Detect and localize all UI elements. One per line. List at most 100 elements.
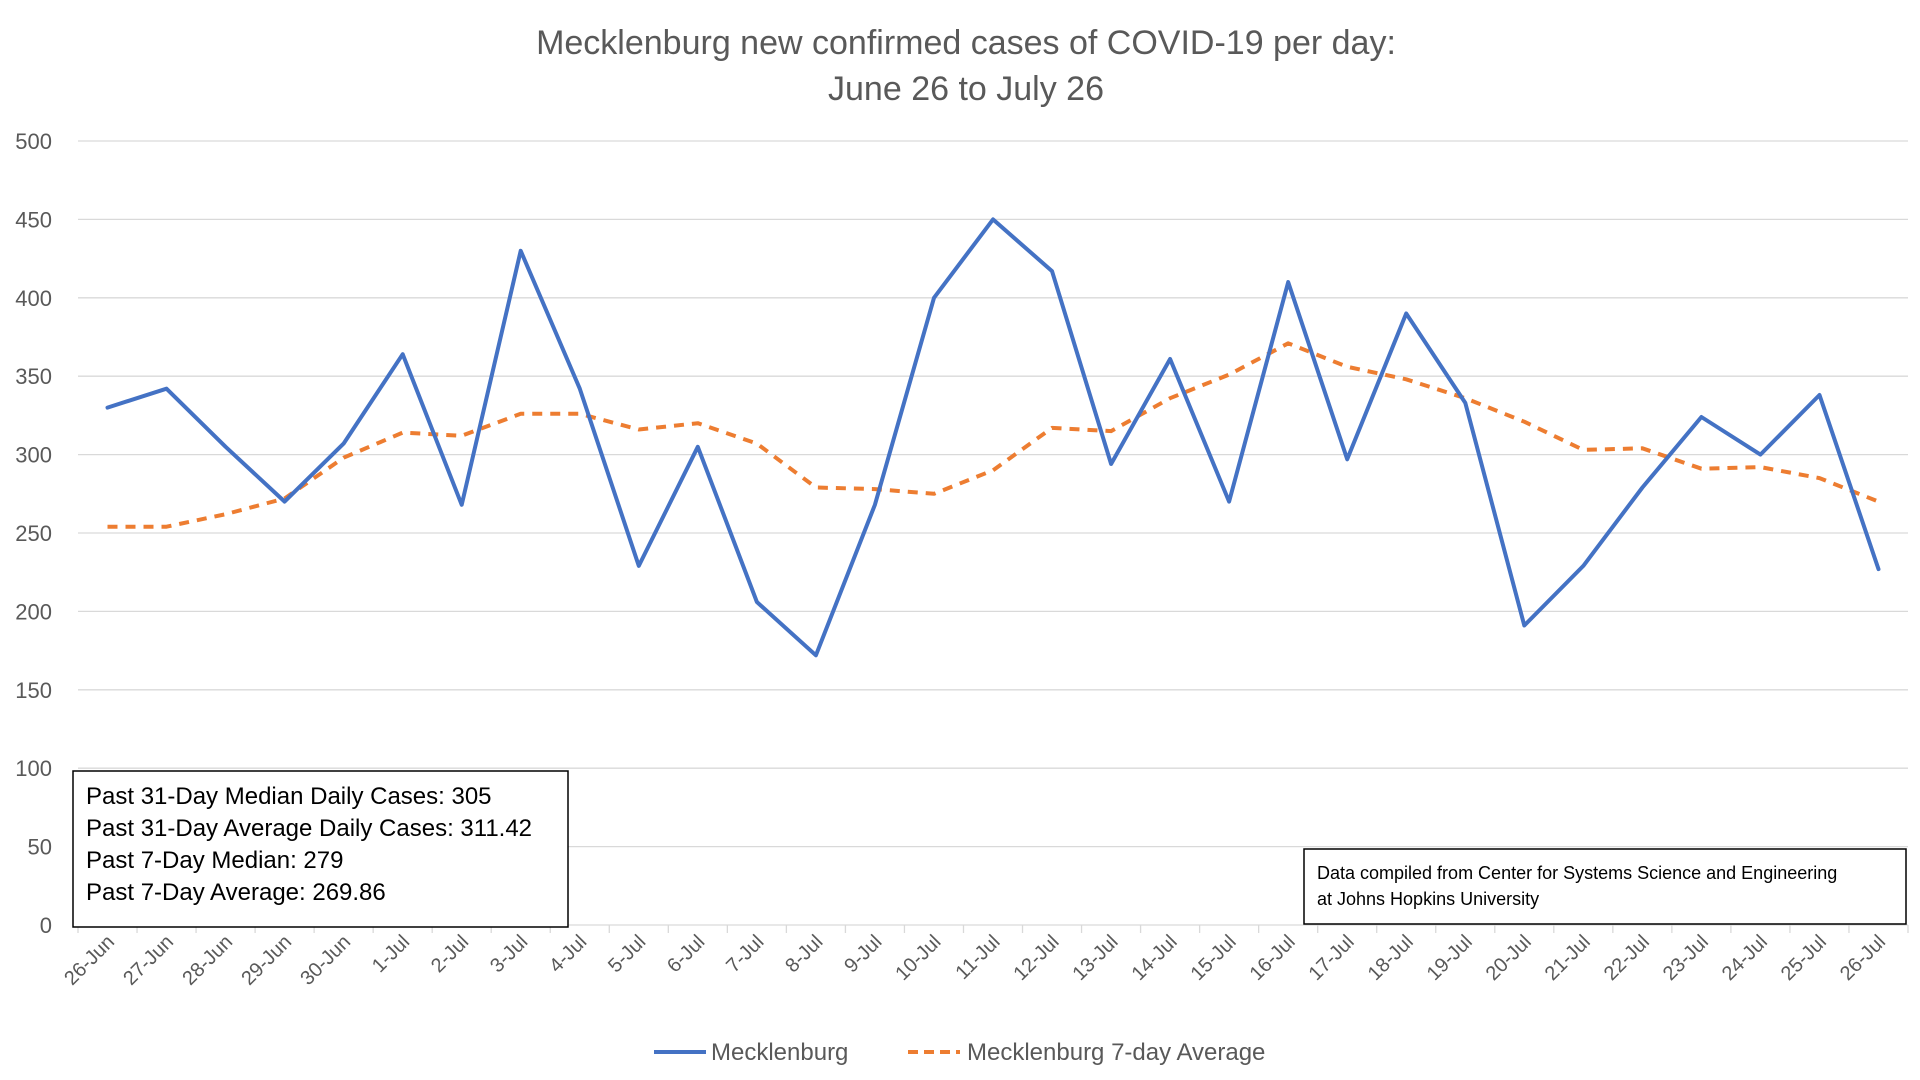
point-7day-average	[1522, 420, 1526, 424]
x-tick-label: 4-Jul	[545, 931, 591, 977]
y-tick-label: 100	[15, 756, 52, 781]
legend-label-mecklenburg: Mecklenburg	[711, 1039, 848, 1066]
point-mecklenburg	[224, 445, 228, 449]
series-line-7day-average	[107, 341, 1880, 529]
point-7day-average	[696, 421, 700, 425]
point-mecklenburg	[165, 387, 169, 391]
x-tick-label: 1-Jul	[368, 931, 414, 977]
stats-line-1: Past 31-Day Median Daily Cases: 305	[86, 783, 492, 810]
point-7day-average	[1876, 500, 1880, 504]
legend: Mecklenburg Mecklenburg 7-day Average	[654, 1039, 1265, 1066]
point-mecklenburg	[873, 503, 877, 507]
x-tick-label: 24-Jul	[1718, 931, 1772, 985]
x-tick-label: 23-Jul	[1659, 931, 1713, 985]
source-note-line-1: Data compiled from Center for Systems Sc…	[1317, 863, 1837, 883]
x-tick-label: 2-Jul	[427, 931, 473, 977]
point-mecklenburg	[637, 564, 641, 568]
point-mecklenburg	[1758, 453, 1762, 457]
y-tick-label: 200	[15, 599, 52, 624]
point-mecklenburg	[1168, 357, 1172, 361]
x-tick-label: 17-Jul	[1305, 931, 1359, 985]
point-mecklenburg	[342, 442, 346, 446]
stats-line-4: Past 7-Day Average: 269.86	[86, 879, 386, 906]
chart-title: Mecklenburg new confirmed cases of COVID…	[536, 24, 1396, 62]
point-mecklenburg	[460, 503, 464, 507]
point-7day-average	[401, 431, 405, 435]
point-mecklenburg	[932, 296, 936, 300]
point-mecklenburg	[1286, 280, 1290, 284]
y-tick-label: 50	[28, 835, 52, 860]
point-mecklenburg	[1463, 401, 1467, 405]
x-tick-label: 12-Jul	[1009, 931, 1063, 985]
series-lines	[105, 217, 1881, 658]
x-tick-label: 11-Jul	[952, 931, 1005, 984]
x-tick-label: 30-Jun	[296, 931, 355, 990]
point-mecklenburg	[1817, 393, 1821, 397]
point-mecklenburg	[814, 653, 818, 657]
point-mecklenburg	[1404, 311, 1408, 315]
point-mecklenburg	[1109, 462, 1113, 466]
x-tick-label: 18-Jul	[1364, 931, 1418, 985]
point-mecklenburg	[283, 500, 287, 504]
source-note-border	[1303, 848, 1907, 925]
point-mecklenburg	[696, 445, 700, 449]
point-7day-average	[1581, 448, 1585, 452]
x-tick-label: 7-Jul	[722, 931, 768, 977]
x-tick-label: 20-Jul	[1482, 931, 1536, 985]
x-tick-label: 5-Jul	[604, 931, 650, 977]
point-7day-average	[873, 487, 877, 491]
x-tick-label: 29-Jun	[237, 931, 296, 990]
x-tick-label: 3-Jul	[486, 931, 532, 977]
point-mecklenburg	[755, 600, 759, 604]
y-axis-ticks: 0 50 100 150 200 250 300 350 400 450 500	[15, 129, 52, 938]
point-mecklenburg	[401, 352, 405, 356]
point-7day-average	[106, 525, 110, 529]
source-note-line-2: at Johns Hopkins University	[1317, 889, 1539, 909]
x-tick-label: 19-Jul	[1423, 931, 1477, 985]
y-tick-label: 400	[15, 286, 52, 311]
x-tick-label: 25-Jul	[1777, 931, 1831, 985]
point-mecklenburg	[578, 387, 582, 391]
stats-box: Past 31-Day Median Daily Cases: 305 Past…	[72, 770, 569, 928]
point-mecklenburg	[1345, 457, 1349, 461]
point-7day-average	[932, 492, 936, 496]
source-note: Data compiled from Center for Systems Sc…	[1303, 848, 1907, 925]
point-7day-average	[1050, 426, 1054, 430]
x-tick-label: 21-Jul	[1541, 931, 1595, 985]
x-axis-ticks: 26-Jun 27-Jun 28-Jun 29-Jun 30-Jun 1-Jul 2-Jul…	[60, 931, 1890, 990]
point-7day-average	[1345, 365, 1349, 369]
legend-label-7day-average: Mecklenburg 7-day Average	[967, 1039, 1265, 1066]
point-7day-average	[1109, 429, 1113, 433]
point-7day-average	[1758, 465, 1762, 469]
point-7day-average	[1227, 373, 1231, 377]
series-line-mecklenburg	[105, 217, 1881, 658]
x-tick-label: 8-Jul	[781, 931, 827, 977]
point-mecklenburg	[1050, 269, 1054, 273]
point-7day-average	[1817, 476, 1821, 480]
x-tick-label: 26-Jun	[60, 931, 119, 990]
stats-box-border	[72, 770, 569, 928]
x-tick-label: 6-Jul	[663, 931, 709, 977]
point-7day-average	[460, 434, 464, 438]
x-tick-label: 27-Jun	[119, 931, 178, 990]
stats-line-2: Past 31-Day Average Daily Cases: 311.42	[86, 815, 532, 842]
point-mecklenburg	[1876, 567, 1880, 571]
y-tick-label: 0	[40, 913, 52, 938]
point-7day-average	[1404, 377, 1408, 381]
x-tick-label: 26-Jul	[1836, 931, 1890, 985]
point-7day-average	[519, 412, 523, 416]
point-mecklenburg	[1640, 486, 1644, 490]
x-tick-label: 16-Jul	[1246, 931, 1300, 985]
point-7day-average	[1168, 396, 1172, 400]
point-7day-average	[578, 412, 582, 416]
chart-subtitle: June 26 to July 26	[828, 70, 1104, 108]
y-tick-label: 300	[15, 443, 52, 468]
point-mecklenburg	[991, 217, 995, 221]
x-tick-label: 14-Jul	[1128, 931, 1182, 985]
point-mecklenburg	[106, 406, 110, 410]
point-7day-average	[342, 456, 346, 460]
y-tick-label: 450	[15, 207, 52, 232]
point-7day-average	[1286, 341, 1290, 345]
point-mecklenburg	[1522, 624, 1526, 628]
